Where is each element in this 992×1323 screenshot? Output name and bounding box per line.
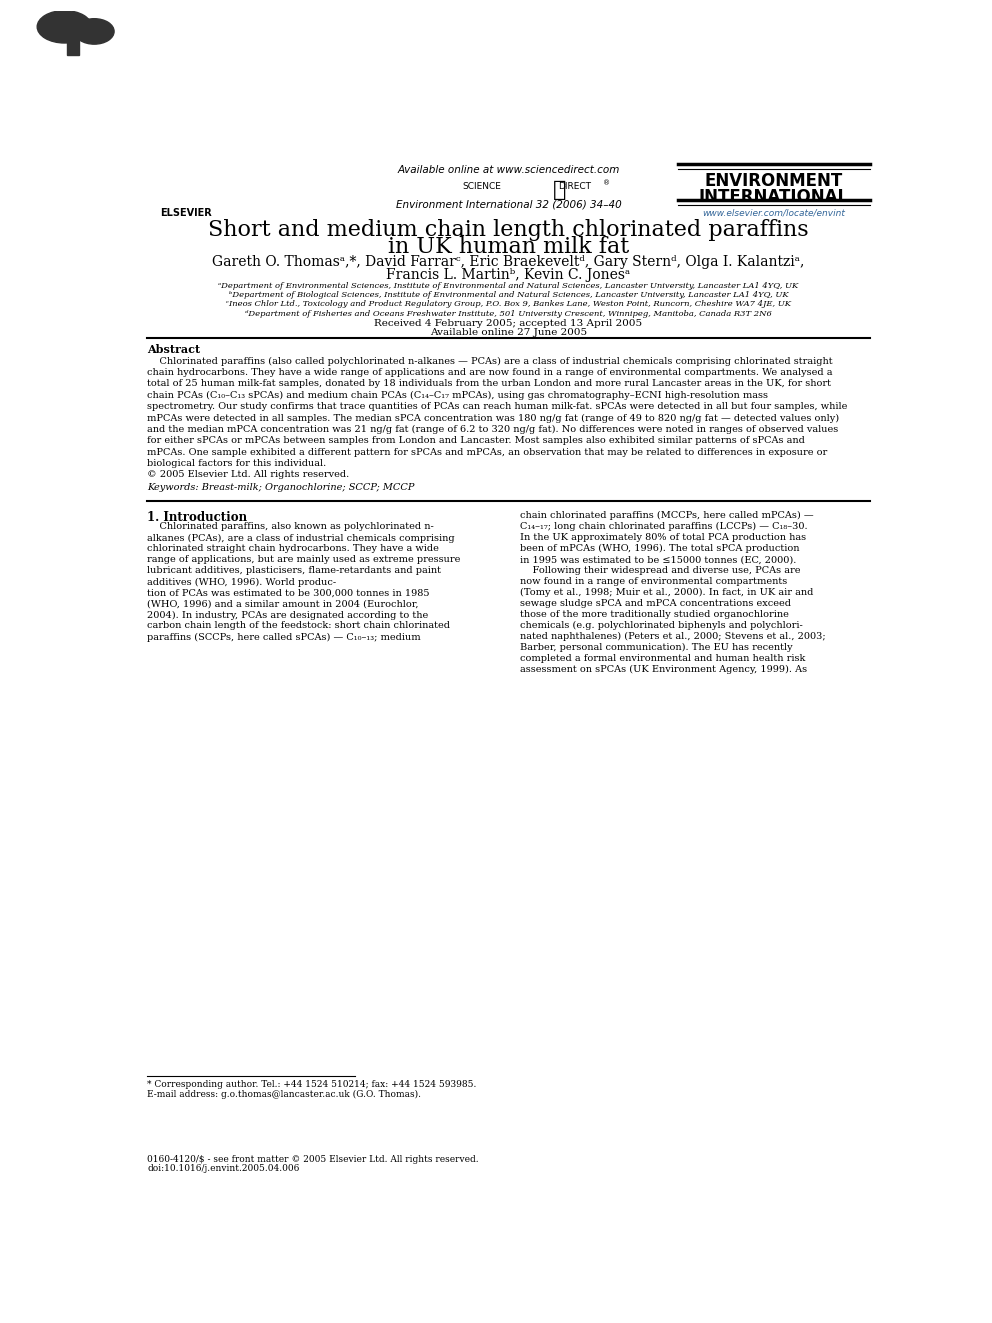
Text: ᶜIneos Chlor Ltd., Toxicology and Product Regulatory Group, P.O. Box 9, Bankes L: ᶜIneos Chlor Ltd., Toxicology and Produc… — [226, 300, 791, 308]
Text: Francis L. Martinᵇ, Kevin C. Jonesᵃ: Francis L. Martinᵇ, Kevin C. Jonesᵃ — [386, 267, 631, 282]
Text: sewage sludge sPCA and mPCA concentrations exceed: sewage sludge sPCA and mPCA concentratio… — [520, 599, 791, 609]
Text: spectrometry. Our study confirms that trace quantities of PCAs can reach human m: spectrometry. Our study confirms that tr… — [147, 402, 847, 411]
Text: ᵃDepartment of Environmental Sciences, Institute of Environmental and Natural Sc: ᵃDepartment of Environmental Sciences, I… — [218, 282, 799, 290]
Text: total of 25 human milk-fat samples, donated by 18 individuals from the urban Lon: total of 25 human milk-fat samples, dona… — [147, 380, 831, 388]
Ellipse shape — [37, 11, 92, 44]
Text: those of the more traditionally studied organochlorine: those of the more traditionally studied … — [520, 610, 789, 619]
Text: ᵇDepartment of Biological Sciences, Institute of Environmental and Natural Scien: ᵇDepartment of Biological Sciences, Inst… — [228, 291, 789, 299]
Text: Received 4 February 2005; accepted 13 April 2005: Received 4 February 2005; accepted 13 Ap… — [374, 319, 643, 328]
Bar — [67, 38, 79, 54]
Ellipse shape — [74, 19, 114, 44]
Text: chain PCAs (C₁₀–C₁₃ sPCAs) and medium chain PCAs (C₁₄–C₁₇ mPCAs), using gas chro: chain PCAs (C₁₀–C₁₃ sPCAs) and medium ch… — [147, 390, 768, 400]
Text: for either sPCAs or mPCAs between samples from London and Lancaster. Most sample: for either sPCAs or mPCAs between sample… — [147, 437, 805, 446]
Text: been of mPCAs (WHO, 1996). The total sPCA production: been of mPCAs (WHO, 1996). The total sPC… — [520, 544, 800, 553]
Text: Available online 27 June 2005: Available online 27 June 2005 — [430, 328, 587, 337]
Text: paraffins (SCCPs, here called sPCAs) — C₁₀–₁₃; medium: paraffins (SCCPs, here called sPCAs) — C… — [147, 632, 421, 642]
Text: nated naphthalenes) (Peters et al., 2000; Stevens et al., 2003;: nated naphthalenes) (Peters et al., 2000… — [520, 632, 825, 642]
Text: in UK human milk fat: in UK human milk fat — [388, 237, 629, 258]
Text: (WHO, 1996) and a similar amount in 2004 (Eurochlor,: (WHO, 1996) and a similar amount in 2004… — [147, 599, 419, 609]
Text: Chlorinated paraffins, also known as polychlorinated n-: Chlorinated paraffins, also known as pol… — [147, 523, 434, 532]
Text: lubricant additives, plasticisers, flame-retardants and paint: lubricant additives, plasticisers, flame… — [147, 566, 441, 576]
Text: www.elsevier.com/locate/envint: www.elsevier.com/locate/envint — [702, 209, 845, 218]
Text: range of applications, but are mainly used as extreme pressure: range of applications, but are mainly us… — [147, 556, 460, 565]
Text: doi:10.1016/j.envint.2005.04.006: doi:10.1016/j.envint.2005.04.006 — [147, 1164, 300, 1174]
Text: DIRECT: DIRECT — [558, 183, 591, 192]
Text: Following their widespread and diverse use, PCAs are: Following their widespread and diverse u… — [520, 566, 801, 576]
Text: additives (WHO, 1996). World produc-: additives (WHO, 1996). World produc- — [147, 577, 336, 586]
Text: Available online at www.sciencedirect.com: Available online at www.sciencedirect.co… — [397, 165, 620, 175]
Text: Short and medium chain length chlorinated paraffins: Short and medium chain length chlorinate… — [208, 218, 808, 241]
Text: ®: ® — [603, 181, 610, 187]
Text: 2004). In industry, PCAs are designated according to the: 2004). In industry, PCAs are designated … — [147, 610, 429, 619]
Text: chlorinated straight chain hydrocarbons. They have a wide: chlorinated straight chain hydrocarbons.… — [147, 545, 438, 553]
Text: alkanes (PCAs), are a class of industrial chemicals comprising: alkanes (PCAs), are a class of industria… — [147, 533, 454, 542]
Text: mPCAs were detected in all samples. The median sPCA concentration was 180 ng/g f: mPCAs were detected in all samples. The … — [147, 413, 839, 422]
Text: Gareth O. Thomasᵃ,*, David Farrarᶜ, Eric Braekeveltᵈ, Gary Sternᵈ, Olga I. Kalan: Gareth O. Thomasᵃ,*, David Farrarᶜ, Eric… — [212, 254, 805, 269]
Text: (Tomy et al., 1998; Muir et al., 2000). In fact, in UK air and: (Tomy et al., 1998; Muir et al., 2000). … — [520, 589, 813, 598]
Text: Chlorinated paraffins (also called polychlorinated n-alkanes — PCAs) are a class: Chlorinated paraffins (also called polyc… — [147, 356, 832, 365]
Text: Keywords: Breast-milk; Organochlorine; SCCP; MCCP: Keywords: Breast-milk; Organochlorine; S… — [147, 483, 415, 492]
Text: carbon chain length of the feedstock: short chain chlorinated: carbon chain length of the feedstock: sh… — [147, 622, 450, 631]
Text: In the UK approximately 80% of total PCA production has: In the UK approximately 80% of total PCA… — [520, 533, 806, 542]
Text: ENVIRONMENT: ENVIRONMENT — [704, 172, 843, 191]
Text: E-mail address: g.o.thomas@lancaster.ac.uk (G.O. Thomas).: E-mail address: g.o.thomas@lancaster.ac.… — [147, 1090, 421, 1099]
Text: chain chlorinated paraffins (MCCPs, here called mPCAs) —: chain chlorinated paraffins (MCCPs, here… — [520, 511, 813, 520]
Text: INTERNATIONAL: INTERNATIONAL — [698, 188, 849, 206]
Text: SCIENCE: SCIENCE — [462, 183, 501, 192]
Text: chemicals (e.g. polychlorinated biphenyls and polychlori-: chemicals (e.g. polychlorinated biphenyl… — [520, 622, 803, 630]
Text: biological factors for this individual.: biological factors for this individual. — [147, 459, 326, 468]
Text: completed a formal environmental and human health risk: completed a formal environmental and hum… — [520, 655, 806, 663]
Text: mPCAs. One sample exhibited a different pattern for sPCAs and mPCAs, an observat: mPCAs. One sample exhibited a different … — [147, 447, 827, 456]
Text: Environment International 32 (2006) 34–40: Environment International 32 (2006) 34–4… — [396, 200, 621, 209]
Text: assessment on sPCAs (UK Environment Agency, 1999). As: assessment on sPCAs (UK Environment Agen… — [520, 665, 807, 675]
Text: tion of PCAs was estimated to be 300,000 tonnes in 1985: tion of PCAs was estimated to be 300,000… — [147, 589, 430, 598]
Text: ⓐ: ⓐ — [553, 180, 566, 200]
Text: chain hydrocarbons. They have a wide range of applications and are now found in : chain hydrocarbons. They have a wide ran… — [147, 368, 832, 377]
Text: © 2005 Elsevier Ltd. All rights reserved.: © 2005 Elsevier Ltd. All rights reserved… — [147, 471, 349, 479]
Text: Barber, personal communication). The EU has recently: Barber, personal communication). The EU … — [520, 643, 793, 652]
Text: in 1995 was estimated to be ≤15000 tonnes (EC, 2000).: in 1995 was estimated to be ≤15000 tonne… — [520, 556, 797, 564]
Text: and the median mPCA concentration was 21 ng/g fat (range of 6.2 to 320 ng/g fat): and the median mPCA concentration was 21… — [147, 425, 838, 434]
Text: now found in a range of environmental compartments: now found in a range of environmental co… — [520, 577, 788, 586]
Text: Abstract: Abstract — [147, 344, 200, 355]
Text: * Corresponding author. Tel.: +44 1524 510214; fax: +44 1524 593985.: * Corresponding author. Tel.: +44 1524 5… — [147, 1080, 476, 1089]
Text: ᵈDepartment of Fisheries and Oceans Freshwater Institute, 501 University Crescen: ᵈDepartment of Fisheries and Oceans Fres… — [245, 310, 772, 318]
Text: 0160-4120/$ - see front matter © 2005 Elsevier Ltd. All rights reserved.: 0160-4120/$ - see front matter © 2005 El… — [147, 1155, 479, 1164]
Text: C₁₄–₁₇; long chain chlorinated paraffins (LCCPs) — C₁₈–30.: C₁₄–₁₇; long chain chlorinated paraffins… — [520, 523, 807, 532]
Text: ELSEVIER: ELSEVIER — [160, 208, 211, 218]
Text: 1. Introduction: 1. Introduction — [147, 511, 247, 524]
